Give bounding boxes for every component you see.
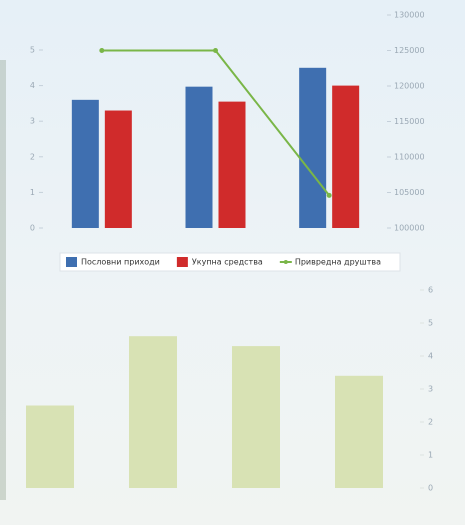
bar	[71, 99, 99, 228]
legend-swatch	[66, 257, 77, 267]
legend-dot	[283, 260, 288, 264]
bar	[26, 405, 74, 488]
line-point	[326, 192, 332, 198]
y2-tick-label: 110000	[394, 153, 425, 162]
bar	[299, 67, 327, 228]
y-tick-label: 4	[428, 352, 433, 361]
y2-tick-label: 115000	[394, 117, 425, 126]
line-point	[99, 48, 105, 53]
y-tick-label: 5	[30, 46, 35, 55]
y-tick-label: 6	[428, 286, 433, 295]
legend-label: Укупна средства	[192, 258, 263, 267]
bar	[218, 101, 246, 228]
bar	[104, 110, 132, 228]
legend: Пословни приходи Укупна средства Привредна…	[59, 252, 401, 272]
bar	[332, 85, 360, 228]
y-tick-label: 0	[30, 224, 35, 233]
y2-tick-label: 105000	[394, 188, 425, 197]
line	[101, 49, 330, 196]
legend-label: Пословни приходи	[81, 258, 160, 267]
photo-edge	[0, 60, 6, 500]
y-tick-label: 0	[428, 484, 433, 493]
y-tick-label: 1	[428, 451, 433, 460]
line-point	[213, 48, 218, 53]
y2-tick-label: 130000	[394, 11, 425, 20]
bar	[335, 375, 383, 488]
bar	[129, 336, 177, 488]
y-tick-label: 5	[428, 319, 433, 328]
y-tick-label: 4	[30, 81, 35, 90]
y-tick-label: 3	[30, 117, 35, 126]
y2-tick-label: 120000	[394, 82, 425, 91]
y-tick-label: 2	[428, 418, 433, 427]
y2-tick-label: 125000	[394, 46, 425, 55]
y-tick-label: 2	[30, 152, 35, 161]
y-tick-label: 1	[30, 188, 35, 197]
legend-label: Привредна друштва	[295, 258, 381, 267]
bar	[185, 86, 213, 228]
y-tick-label: 3	[428, 385, 433, 394]
bar	[232, 346, 280, 488]
legend-swatch	[176, 257, 188, 267]
legend-box	[59, 252, 401, 272]
y2-tick-label: 100000	[394, 224, 425, 233]
